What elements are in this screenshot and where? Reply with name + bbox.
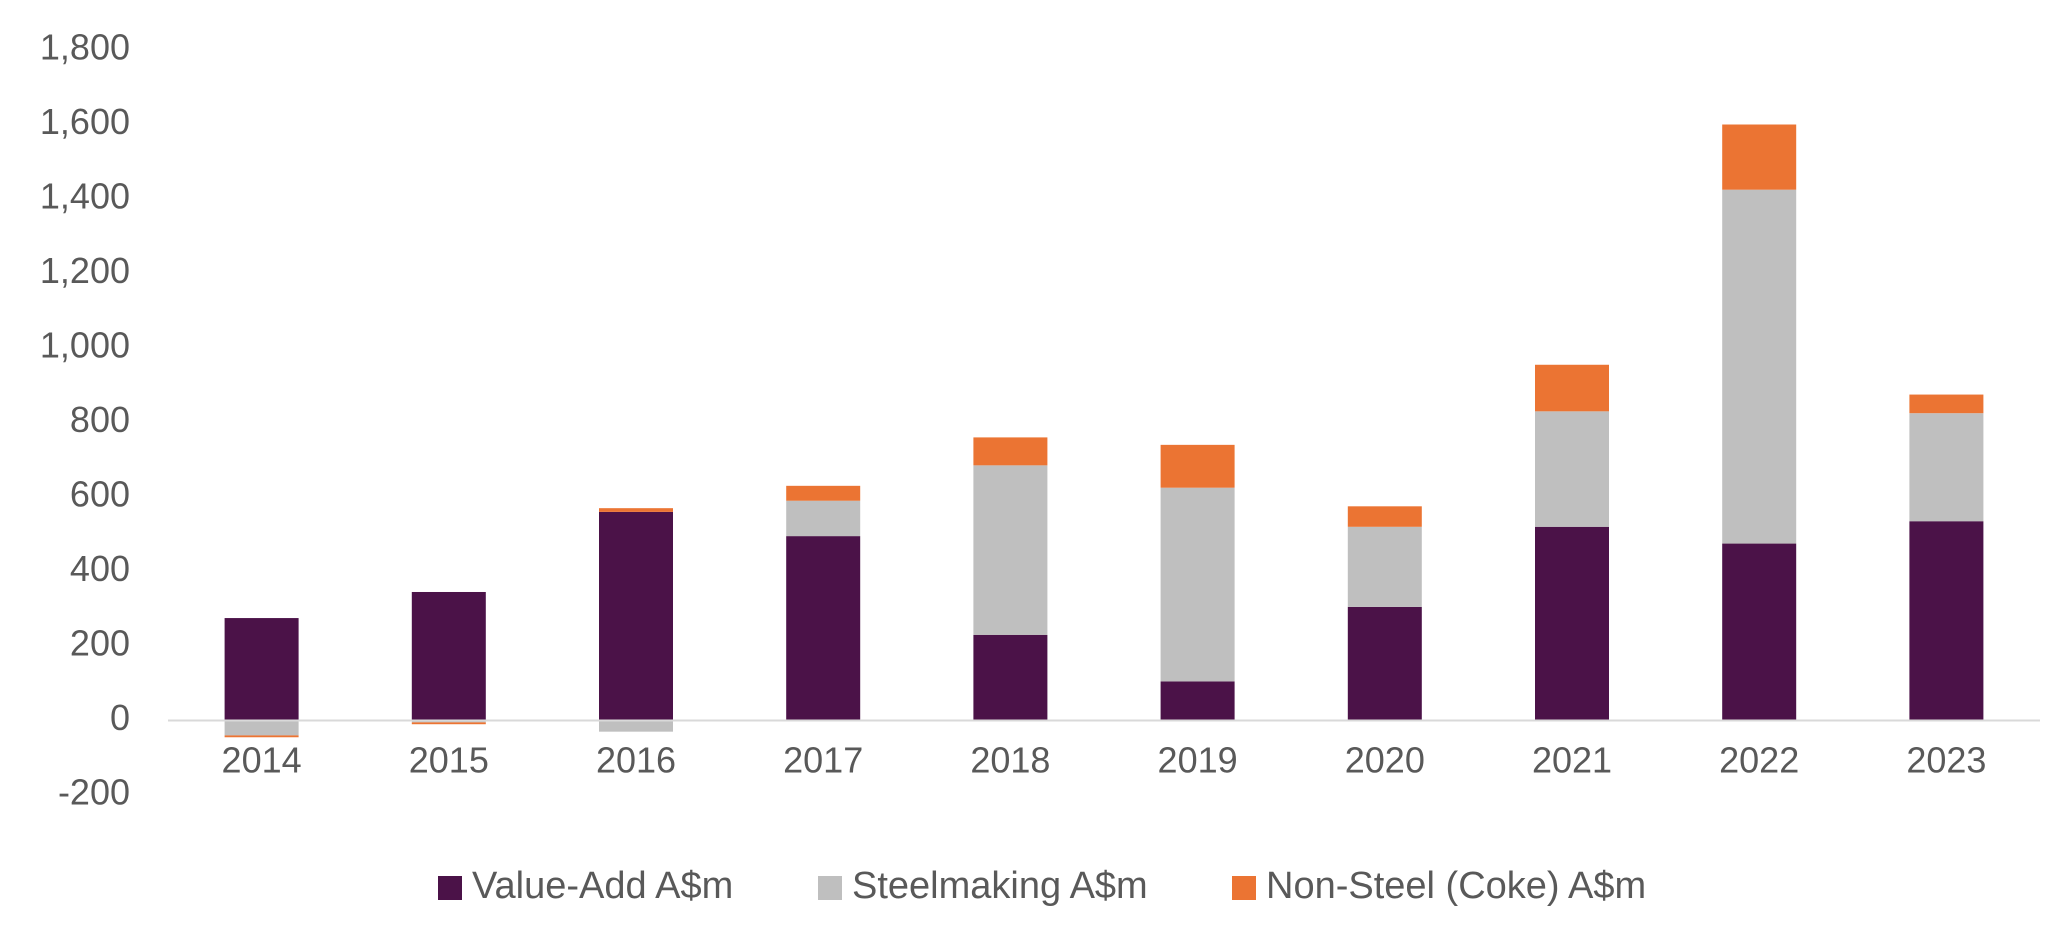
y-tick-label: 200 xyxy=(70,623,130,664)
bar-segment-2020-series-0 xyxy=(1347,606,1422,721)
legend-label: Steelmaking A$m xyxy=(852,865,1148,907)
y-tick-label: 0 xyxy=(110,697,130,738)
y-tick-label: -200 xyxy=(58,772,130,813)
x-tick-label: 2017 xyxy=(783,740,863,781)
y-tick-label: 1,200 xyxy=(40,250,130,291)
bar-segment-2014-series-0 xyxy=(224,618,299,721)
bar-segment-2017-series-2 xyxy=(786,485,861,501)
bars xyxy=(224,124,1984,738)
bar-segment-2021-series-1 xyxy=(1535,411,1609,527)
y-axis-tick-labels: -200 0 200 400 600 800 1,000 1,200 1,400 1,600 1,8… xyxy=(40,27,130,813)
x-tick-label: 2015 xyxy=(409,740,489,781)
bar-segment-2018-series-2 xyxy=(973,437,1048,466)
x-tick-label: 2023 xyxy=(1906,740,1986,781)
bar-segment-2016-series-2 xyxy=(599,508,673,512)
bar-segment-2020-series-1 xyxy=(1347,526,1422,607)
bar-segment-2018-series-1 xyxy=(973,465,1048,635)
y-tick-label: 800 xyxy=(70,399,130,440)
bar-segment-2014-series-2 xyxy=(224,735,299,738)
x-tick-label: 2018 xyxy=(970,740,1050,781)
legend-swatch xyxy=(1232,876,1256,900)
y-tick-label: 1,600 xyxy=(40,101,130,142)
bar-segment-2023-series-2 xyxy=(1909,394,1984,414)
bar-segment-2019-series-2 xyxy=(1160,444,1235,488)
bar-segment-2021-series-2 xyxy=(1535,364,1609,412)
y-tick-label: 400 xyxy=(70,548,130,589)
bar-segment-2015-series-0 xyxy=(411,591,486,721)
bar-segment-2017-series-1 xyxy=(786,500,861,537)
bar-segment-2021-series-0 xyxy=(1535,526,1609,721)
x-tick-label: 2020 xyxy=(1345,740,1425,781)
bar-segment-2016-series-1 xyxy=(599,720,673,732)
y-tick-label: 1,400 xyxy=(40,176,130,217)
y-tick-label: 600 xyxy=(70,474,130,515)
legend-label: Non-Steel (Coke) A$m xyxy=(1266,865,1646,907)
bar-segment-2020-series-2 xyxy=(1347,506,1422,527)
x-tick-label: 2019 xyxy=(1158,740,1238,781)
x-tick-label: 2016 xyxy=(596,740,676,781)
bar-segment-2019-series-1 xyxy=(1160,487,1235,682)
legend-swatch xyxy=(818,876,842,900)
x-axis-tick-labels: 2014 2015 2016 2017 2018 2019 2020 2021 2022 2023 xyxy=(222,740,1987,781)
bar-segment-2015-series-2 xyxy=(411,722,486,725)
x-tick-label: 2022 xyxy=(1719,740,1799,781)
x-tick-label: 2021 xyxy=(1532,740,1612,781)
legend: Value-Add A$m Steelmaking A$m Non-Steel (C… xyxy=(438,865,1646,907)
bar-segment-2014-series-1 xyxy=(224,720,299,736)
y-tick-label: 1,800 xyxy=(40,27,130,68)
bar-segment-2022-series-2 xyxy=(1722,124,1797,190)
bar-segment-2018-series-0 xyxy=(973,634,1048,721)
x-tick-label: 2014 xyxy=(222,740,302,781)
bar-segment-2023-series-1 xyxy=(1909,413,1984,522)
y-tick-label: 1,000 xyxy=(40,325,130,366)
bar-segment-2017-series-0 xyxy=(786,536,861,721)
legend-label: Value-Add A$m xyxy=(472,865,733,907)
bar-segment-2023-series-0 xyxy=(1909,521,1984,721)
bar-segment-2022-series-0 xyxy=(1722,543,1797,721)
bar-segment-2016-series-0 xyxy=(599,511,673,721)
bar-segment-2022-series-1 xyxy=(1722,189,1797,544)
bar-segment-2019-series-0 xyxy=(1160,681,1235,721)
legend-swatch xyxy=(438,876,462,900)
